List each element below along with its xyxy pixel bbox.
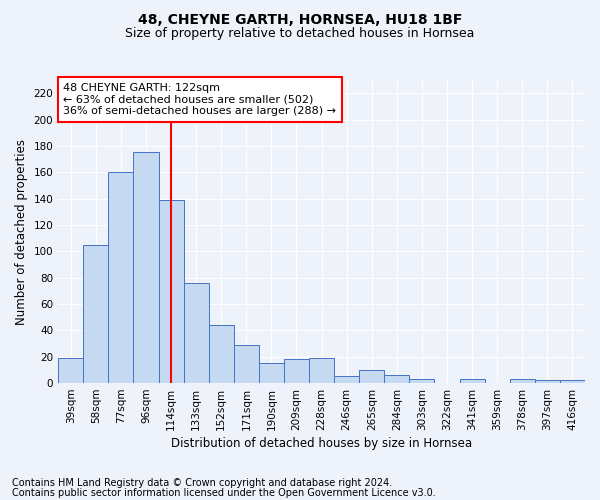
Bar bbox=[510, 379, 535, 383]
Text: 48 CHEYNE GARTH: 122sqm
← 63% of detached houses are smaller (502)
36% of semi-d: 48 CHEYNE GARTH: 122sqm ← 63% of detache… bbox=[64, 83, 337, 116]
Bar bbox=[133, 152, 158, 383]
Bar bbox=[58, 358, 83, 383]
Bar bbox=[284, 360, 309, 383]
Bar bbox=[158, 200, 184, 383]
Bar bbox=[259, 364, 284, 383]
Bar bbox=[309, 358, 334, 383]
Bar bbox=[209, 325, 234, 383]
Bar bbox=[460, 379, 485, 383]
Bar bbox=[409, 379, 434, 383]
Text: 48, CHEYNE GARTH, HORNSEA, HU18 1BF: 48, CHEYNE GARTH, HORNSEA, HU18 1BF bbox=[138, 12, 462, 26]
Bar bbox=[184, 283, 209, 383]
Text: Contains public sector information licensed under the Open Government Licence v3: Contains public sector information licen… bbox=[12, 488, 436, 498]
Bar bbox=[334, 376, 359, 383]
Text: Contains HM Land Registry data © Crown copyright and database right 2024.: Contains HM Land Registry data © Crown c… bbox=[12, 478, 392, 488]
Y-axis label: Number of detached properties: Number of detached properties bbox=[15, 138, 28, 324]
Bar bbox=[560, 380, 585, 383]
Bar bbox=[109, 172, 133, 383]
Bar bbox=[83, 244, 109, 383]
Text: Size of property relative to detached houses in Hornsea: Size of property relative to detached ho… bbox=[125, 28, 475, 40]
X-axis label: Distribution of detached houses by size in Hornsea: Distribution of detached houses by size … bbox=[171, 437, 472, 450]
Bar bbox=[234, 345, 259, 383]
Bar bbox=[359, 370, 385, 383]
Bar bbox=[535, 380, 560, 383]
Bar bbox=[385, 375, 409, 383]
